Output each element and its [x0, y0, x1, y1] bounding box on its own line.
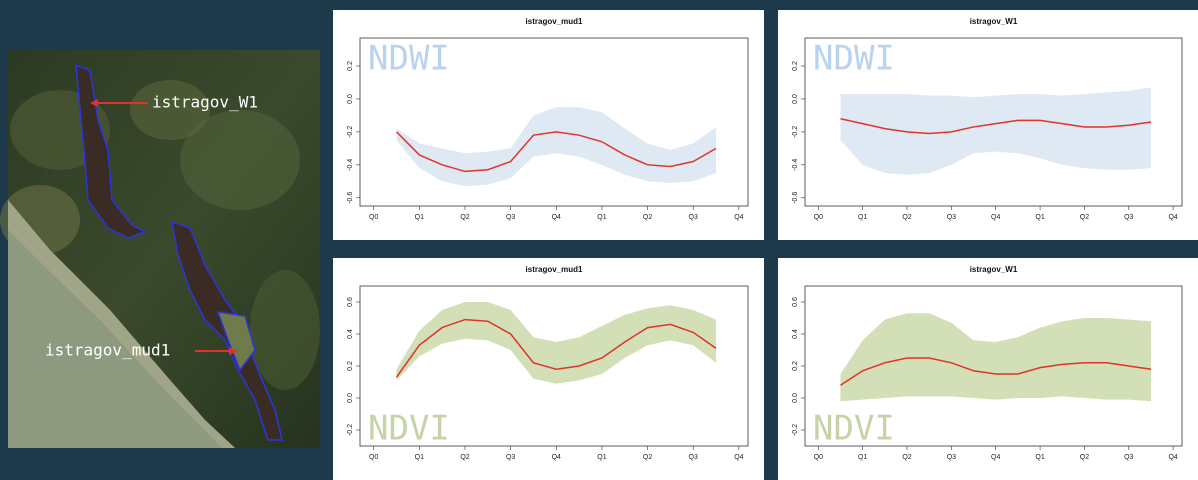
y-tick-label: -0.2 — [347, 424, 354, 436]
y-tick-label: -0.6 — [792, 192, 799, 204]
x-tick-label: Q3 — [1124, 214, 1133, 221]
x-tick-label: Q2 — [460, 454, 469, 461]
y-tick-label: 0.0 — [792, 94, 799, 104]
x-tick-label: Q4 — [991, 214, 1000, 221]
x-tick-label: Q1 — [858, 454, 867, 461]
x-tick-label: Q4 — [734, 214, 743, 221]
y-tick-label: 0.4 — [792, 329, 799, 339]
y-tick-label: 0.0 — [792, 393, 799, 403]
y-tick-label: 0.0 — [347, 94, 354, 104]
chart-title: istragov_W1 — [970, 17, 1018, 26]
x-tick-label: Q4 — [552, 454, 561, 461]
x-tick-label: Q3 — [506, 214, 515, 221]
y-tick-label: -0.2 — [792, 424, 799, 436]
x-tick-label: Q4 — [552, 214, 561, 221]
x-tick-label: Q3 — [689, 214, 698, 221]
x-tick-label: Q0 — [814, 214, 823, 221]
y-tick-label: 0.6 — [792, 297, 799, 307]
x-tick-label: Q2 — [1080, 214, 1089, 221]
y-tick-label: -0.6 — [347, 192, 354, 204]
x-tick-label: Q4 — [734, 454, 743, 461]
y-tick-label: 0.2 — [347, 361, 354, 371]
y-tick-label: 0.6 — [347, 297, 354, 307]
x-tick-label: Q3 — [689, 454, 698, 461]
watermark: NDVI — [368, 409, 450, 449]
x-tick-label: Q1 — [858, 214, 867, 221]
x-tick-label: Q2 — [460, 214, 469, 221]
map-label: istragov_W1 — [152, 93, 258, 112]
x-tick-label: Q2 — [902, 454, 911, 461]
y-tick-label: 0.0 — [347, 393, 354, 403]
x-tick-label: Q0 — [369, 214, 378, 221]
x-tick-label: Q2 — [643, 214, 652, 221]
chart-panel: istragov_mud1 NDVI Q0 Q1 Q2 Q3 Q4 Q1 Q2 Q3 Q4 -0.2 0… — [333, 258, 764, 480]
x-tick-label: Q0 — [814, 454, 823, 461]
x-tick-label: Q1 — [1035, 214, 1044, 221]
y-tick-label: 0.2 — [347, 61, 354, 71]
watermark: NDWI — [368, 39, 450, 79]
y-tick-label: 0.4 — [347, 329, 354, 339]
chart-title: istragov_mud1 — [526, 265, 583, 274]
y-tick-label: -0.4 — [792, 159, 799, 171]
x-tick-label: Q1 — [415, 214, 424, 221]
chart-panel: istragov_W1 NDWI Q0 Q1 Q2 Q3 Q4 Q1 Q2 Q3 Q4 -0.6 -0.… — [778, 10, 1198, 240]
y-tick-label: 0.2 — [792, 361, 799, 371]
x-tick-label: Q2 — [902, 214, 911, 221]
x-tick-label: Q0 — [369, 454, 378, 461]
x-tick-label: Q4 — [1168, 214, 1177, 221]
y-tick-label: -0.4 — [347, 159, 354, 171]
satellite-image: istragov_W1 istragov_mud1 — [0, 50, 320, 448]
chart-panel: istragov_W1 NDVI Q0 Q1 Q2 Q3 Q4 Q1 Q2 Q3 Q4 -0.2 0.0… — [778, 258, 1198, 480]
x-tick-label: Q1 — [415, 454, 424, 461]
chart-title: istragov_W1 — [970, 265, 1018, 274]
x-tick-label: Q2 — [643, 454, 652, 461]
chart-title: istragov_mud1 — [526, 17, 583, 26]
x-tick-label: Q3 — [1124, 454, 1133, 461]
x-tick-label: Q4 — [1168, 454, 1177, 461]
x-tick-label: Q1 — [597, 454, 606, 461]
x-tick-label: Q1 — [597, 214, 606, 221]
chart-panel: istragov_mud1 NDWI Q0 Q1 Q2 Q3 Q4 Q1 Q2 Q3 Q4 -0.6 -… — [333, 10, 764, 240]
x-tick-label: Q3 — [947, 454, 956, 461]
x-tick-label: Q2 — [1080, 454, 1089, 461]
y-tick-label: -0.2 — [792, 126, 799, 138]
y-tick-label: 0.2 — [792, 61, 799, 71]
watermark: NDWI — [813, 39, 895, 79]
x-tick-label: Q1 — [1035, 454, 1044, 461]
map-label: istragov_mud1 — [45, 341, 170, 360]
x-tick-label: Q3 — [506, 454, 515, 461]
x-tick-label: Q4 — [991, 454, 1000, 461]
page: {"map": {"labels": ["istragov_W1", "istr… — [0, 0, 1198, 480]
y-tick-label: -0.2 — [347, 126, 354, 138]
x-tick-label: Q3 — [947, 214, 956, 221]
watermark: NDVI — [813, 409, 895, 449]
figure: istragov_W1 istragov_mud1 istragov_mud1 N… — [0, 0, 1198, 480]
